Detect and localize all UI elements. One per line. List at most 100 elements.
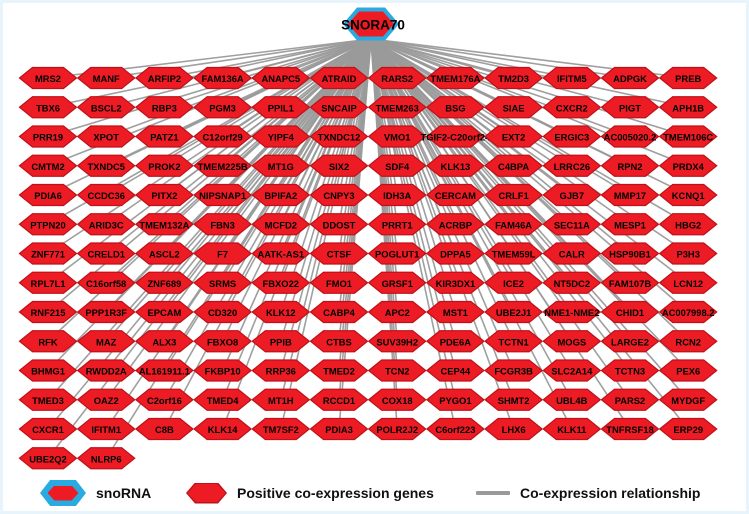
gene-hexagon[interactable] [542,388,602,411]
gene-node[interactable]: TM7SF2 [251,417,311,441]
gene-hexagon[interactable] [76,300,136,324]
gene-hexagon[interactable] [309,154,369,177]
gene-hexagon[interactable] [193,125,253,148]
gene-hexagon[interactable] [484,417,544,441]
gene-hexagon[interactable] [134,300,194,324]
gene-node[interactable]: MT1H [251,388,311,411]
gene-hexagon[interactable] [658,154,718,177]
gene-hexagon[interactable] [367,330,427,353]
gene-node[interactable]: RCN2 [658,330,718,353]
gene-hexagon[interactable] [193,388,253,411]
gene-node[interactable]: KLK11 [542,417,602,441]
gene-node[interactable]: C6orf223 [425,417,485,441]
gene-hexagon[interactable] [251,66,311,90]
gene-node[interactable]: CHID1 [600,300,660,324]
gene-hexagon[interactable] [134,417,194,441]
gene-hexagon[interactable] [600,242,660,265]
gene-hexagon[interactable] [18,154,78,177]
gene-hexagon[interactable] [542,125,602,148]
gene-node[interactable]: SDF4 [367,154,427,177]
gene-node[interactable]: UBL4B [542,388,602,411]
gene-hexagon[interactable] [193,359,253,382]
gene-node[interactable]: UBE2J1 [484,300,544,324]
gene-node[interactable]: APC2 [367,300,427,324]
gene-node[interactable]: ATRAID [309,66,369,90]
gene-hexagon[interactable] [134,213,194,236]
gene-hexagon[interactable] [542,300,602,324]
gene-node[interactable]: TCTN3 [600,359,660,382]
gene-hexagon[interactable] [251,213,311,236]
gene-node[interactable]: ZNF771 [18,242,78,265]
gene-node[interactable]: NIPSNAP1 [193,183,253,207]
gene-node[interactable]: CTBS [309,330,369,353]
gene-node[interactable]: FMO1 [309,271,369,294]
gene-hexagon[interactable] [76,359,136,382]
gene-hexagon[interactable] [425,96,485,119]
gene-node[interactable]: TMED2 [309,359,369,382]
gene-hexagon[interactable] [251,300,311,324]
gene-node[interactable]: EPCAM [134,300,194,324]
gene-node[interactable]: ASCL2 [134,242,194,265]
gene-hexagon[interactable] [658,359,718,382]
gene-hexagon[interactable] [425,125,485,148]
gene-hexagon[interactable] [658,417,718,441]
gene-node[interactable]: FKBP10 [193,359,253,382]
gene-hexagon[interactable] [18,125,78,148]
gene-node[interactable]: C2orf16 [134,388,194,411]
gene-hexagon[interactable] [484,388,544,411]
gene-node[interactable]: GJB7 [542,183,602,207]
gene-hexagon[interactable] [658,66,718,90]
gene-hexagon[interactable] [425,213,485,236]
gene-node[interactable]: C12orf29 [193,125,253,148]
gene-node[interactable]: HSP90B1 [600,242,660,265]
gene-hexagon[interactable] [542,417,602,441]
gene-node[interactable]: FCGR3B [484,359,544,382]
gene-hexagon[interactable] [367,154,427,177]
gene-hexagon[interactable] [367,213,427,236]
gene-node[interactable]: ADPGK [600,66,660,90]
gene-hexagon[interactable] [251,183,311,207]
gene-node[interactable]: RRP36 [251,359,311,382]
gene-node[interactable]: PTPN20 [18,213,78,236]
gene-node[interactable]: PDE6A [425,330,485,353]
gene-node[interactable]: SNCAIP [309,96,369,119]
gene-node[interactable]: RPL7L1 [18,271,78,294]
gene-hexagon[interactable] [367,300,427,324]
gene-hexagon[interactable] [367,66,427,90]
gene-hexagon[interactable] [76,330,136,353]
gene-node[interactable]: FAM46A [484,213,544,236]
gene-node[interactable]: BHMG1 [18,359,78,382]
gene-node[interactable]: KCNQ1 [658,183,718,207]
gene-node[interactable]: IFITM5 [542,66,602,90]
gene-node[interactable]: C16orf58 [76,271,136,294]
gene-hexagon[interactable] [309,125,369,148]
gene-hexagon[interactable] [484,300,544,324]
gene-node[interactable]: NT5DC2 [542,271,602,294]
gene-hexagon[interactable] [367,388,427,411]
gene-hexagon[interactable] [134,388,194,411]
gene-node[interactable]: MT1G [251,154,311,177]
gene-node[interactable]: CCDC36 [76,183,136,207]
gene-node[interactable]: PARS2 [600,388,660,411]
gene-hexagon[interactable] [309,388,369,411]
gene-node[interactable]: LCN12 [658,271,718,294]
gene-hexagon[interactable] [193,330,253,353]
gene-node[interactable]: RBP3 [134,96,194,119]
gene-node[interactable]: RNF215 [18,300,78,324]
gene-hexagon[interactable] [484,125,544,148]
gene-hexagon[interactable] [134,96,194,119]
gene-node[interactable]: TM2D3 [484,66,544,90]
gene-hexagon[interactable] [309,96,369,119]
gene-hexagon[interactable] [18,242,78,265]
gene-hexagon[interactable] [658,388,718,411]
gene-hexagon[interactable] [76,154,136,177]
gene-hexagon[interactable] [18,96,78,119]
gene-hexagon[interactable] [134,125,194,148]
gene-node[interactable]: UBE2Q2 [18,447,78,470]
gene-hexagon[interactable] [18,359,78,382]
gene-node[interactable]: TMEM225B [193,154,253,177]
gene-node[interactable]: MESP1 [600,213,660,236]
gene-node[interactable]: POGLUT1 [367,242,427,265]
gene-node[interactable]: PDIA6 [18,183,78,207]
gene-hexagon[interactable] [600,388,660,411]
